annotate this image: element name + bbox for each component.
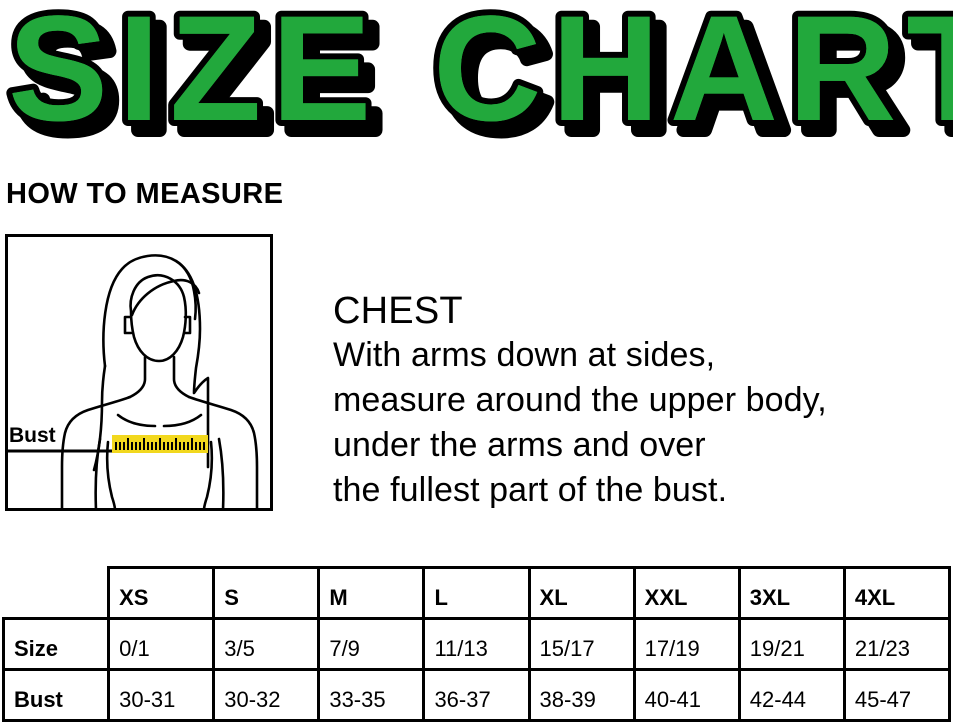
title-text-fill: SIZE CHART xyxy=(8,0,953,152)
table-row-label-bust: Bust xyxy=(1,668,111,722)
chest-description-line-2: measure around the upper body, xyxy=(333,381,827,419)
table-cell-bust-xxl: 40-41 xyxy=(632,668,741,722)
female-torso-diagram xyxy=(8,254,259,508)
table-cell-size-m: 7/9 xyxy=(317,617,426,671)
table-cell-size-xs: 0/1 xyxy=(107,617,216,671)
table-row-size: Size 0/1 3/5 7/9 11/13 15/17 17/19 19/21… xyxy=(1,617,952,671)
table-cell-bust-3xl: 42-44 xyxy=(737,668,846,722)
chest-description-block: CHEST With arms down at sides, measure a… xyxy=(333,289,945,513)
table-cell-bust-xl: 38-39 xyxy=(527,668,636,722)
shoulder-right xyxy=(187,395,259,508)
table-column-header-4xl: 4XL xyxy=(842,566,952,620)
arm-right-inner xyxy=(217,437,225,508)
table-cell-bust-l: 36-37 xyxy=(422,668,531,722)
chest-description-line-3: under the arms and over xyxy=(333,426,706,464)
tape-measure-ticks xyxy=(115,438,205,450)
torso-right-side xyxy=(202,440,214,508)
page-title-banner: SIZE CHART SIZE CHART SIZE CHART xyxy=(0,0,953,160)
hair-inner-right xyxy=(174,259,197,321)
neck-right xyxy=(172,355,191,399)
neck-left xyxy=(128,355,147,399)
hair-part-line xyxy=(130,278,201,317)
table-cell-bust-4xl: 45-47 xyxy=(842,668,952,722)
face-outline xyxy=(129,274,188,363)
collarbone-left xyxy=(116,413,157,428)
size-table-container: XS S M L XL XXL 3XL 4XL Size 0/1 3/5 7/9… xyxy=(0,566,953,726)
table-cell-size-xxl: 17/19 xyxy=(632,617,741,671)
table-column-header-m: M xyxy=(317,566,426,620)
hair-right-outline xyxy=(102,254,210,469)
table-cell-bust-xs: 30-31 xyxy=(107,668,216,722)
title-text-outline: SIZE CHART xyxy=(8,0,953,152)
table-column-header-xl: XL xyxy=(527,566,636,620)
table-cell-size-xl: 15/17 xyxy=(527,617,636,671)
table-cell-size-s: 3/5 xyxy=(212,617,321,671)
table-column-header-l: L xyxy=(422,566,531,620)
tape-measure xyxy=(112,435,208,453)
arm-left-inner xyxy=(94,437,102,508)
table-column-header-3xl: 3XL xyxy=(737,566,846,620)
table-column-header-xxl: XXL xyxy=(632,566,741,620)
shoulder-left xyxy=(60,395,132,508)
collarbone-right xyxy=(162,413,203,428)
table-column-header-s: S xyxy=(212,566,321,620)
torso-left-side xyxy=(105,440,117,508)
table-cell-bust-m: 33-35 xyxy=(317,668,426,722)
table-column-header-xs: XS xyxy=(107,566,216,620)
how-to-measure-heading: HOW TO MEASURE xyxy=(6,178,284,210)
chest-heading: CHEST xyxy=(333,290,463,332)
chest-description-line-1: With arms down at sides, xyxy=(333,336,716,374)
title-shadow-text: SIZE CHART xyxy=(18,0,953,160)
hair-left-outline xyxy=(92,364,107,472)
chest-description-line-4: the fullest part of the bust. xyxy=(333,471,728,509)
left-ear xyxy=(123,315,133,335)
table-row-label-size: Size xyxy=(1,617,111,671)
measurement-illustration-box xyxy=(5,234,273,511)
bust-measurement-label: Bust xyxy=(9,424,56,447)
size-chart-title-graphic: SIZE CHART SIZE CHART SIZE CHART xyxy=(2,0,953,160)
size-chart-table: XS S M L XL XXL 3XL 4XL Size 0/1 3/5 7/9… xyxy=(1,566,952,722)
table-cell-size-3xl: 19/21 xyxy=(737,617,846,671)
table-cell-size-l: 11/13 xyxy=(422,617,531,671)
table-cell-size-4xl: 21/23 xyxy=(842,617,952,671)
table-header-row: XS S M L XL XXL 3XL 4XL xyxy=(3,566,952,620)
right-ear xyxy=(183,315,192,335)
table-corner-cell xyxy=(3,567,109,620)
table-row-bust: Bust 30-31 30-32 33-35 36-37 38-39 40-41… xyxy=(1,668,952,722)
table-cell-bust-s: 30-32 xyxy=(212,668,321,722)
